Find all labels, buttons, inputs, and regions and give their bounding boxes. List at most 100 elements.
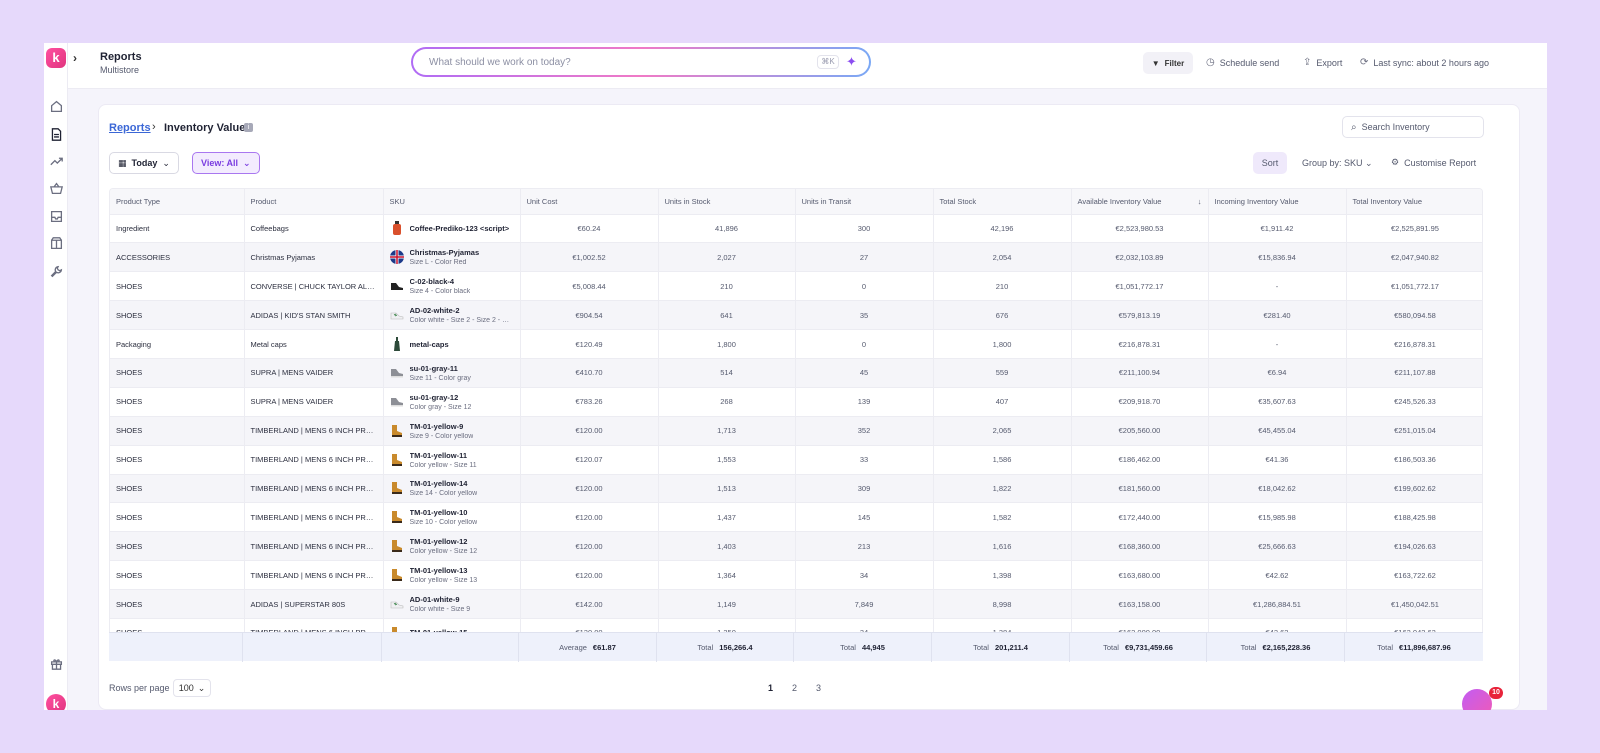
cell-available: €172,440.00: [1071, 502, 1209, 533]
cell-product: CONVERSE | CHUCK TAYLOR ALL STAR II HI: [244, 271, 384, 302]
info-icon[interactable]: i: [244, 123, 253, 132]
table-row[interactable]: SHOES SUPRA | MENS VAIDER su-01-gray-11 Siz…: [110, 358, 1482, 388]
sku-cell: TM-01-yellow-12 Color yellow - Size 12: [383, 531, 521, 562]
bottle-dark-image: [390, 337, 404, 351]
column-header[interactable]: Product: [244, 189, 384, 215]
customise-report-button[interactable]: ⚙ Customise Report: [1391, 157, 1476, 168]
cell-type: SHOES: [110, 445, 245, 475]
rows-per-page-select[interactable]: 100 ⌄: [173, 679, 211, 697]
user-avatar[interactable]: k: [46, 694, 66, 710]
cell-unit-cost: €783.26: [520, 387, 659, 417]
sort-desc-icon[interactable]: ↓: [1197, 196, 1202, 206]
cell-incoming: €35,607.63: [1208, 387, 1347, 417]
cell-type: SHOES: [110, 502, 245, 533]
filter-label: Filter: [1164, 58, 1185, 68]
search-inventory-input[interactable]: [1361, 122, 1472, 132]
clock-icon: ◷: [1206, 57, 1215, 68]
cell-total-value: €199,602.62: [1346, 474, 1482, 504]
group-by-selector[interactable]: Group by: SKU ⌄: [1302, 158, 1373, 169]
package-icon[interactable]: [49, 236, 63, 250]
ask-ai-input[interactable]: What should we work on today? ⌘K ✦: [411, 47, 871, 77]
basket-icon[interactable]: [49, 181, 63, 195]
sparkle-icon[interactable]: ✦: [846, 54, 857, 69]
table-row[interactable]: SHOES SUPRA | MENS VAIDER su-01-gray-12 Col…: [110, 387, 1482, 417]
table-row[interactable]: Packaging Metal caps metal-caps €120.49 1,80…: [110, 329, 1482, 359]
cell-in-transit: 27: [795, 242, 934, 273]
sku-variant: Size 11 - Color gray: [409, 374, 471, 382]
search-inventory-field[interactable]: ⌕: [1342, 116, 1484, 138]
sort-button[interactable]: Sort: [1253, 152, 1287, 174]
brand-logo[interactable]: k: [46, 48, 66, 68]
column-header[interactable]: Units in Transit: [795, 189, 934, 215]
column-header[interactable]: SKU: [383, 189, 521, 215]
cell-in-stock: 641: [658, 300, 796, 331]
sku-code: AD-01-white-9: [409, 595, 460, 605]
cell-in-transit: 0: [795, 271, 934, 302]
column-header[interactable]: Available Inventory Value ↓: [1071, 189, 1209, 215]
cell-incoming: €45,455.04: [1208, 416, 1347, 446]
cell-in-transit: 33: [795, 445, 934, 475]
view-selector-button[interactable]: View: All ⌄: [192, 152, 260, 174]
table-row[interactable]: SHOES ADIDAS | SUPERSTAR 80S AD-01-white-9…: [110, 589, 1482, 619]
sync-status[interactable]: ⟳ Last sync: about 2 hours ago: [1360, 57, 1489, 68]
sku-variant: Size 10 - Color yellow: [409, 519, 478, 527]
table-row[interactable]: SHOES ADIDAS | KID'S STAN SMITH AD-02-whit…: [110, 300, 1482, 331]
gift-icon[interactable]: [49, 656, 63, 670]
chat-launcher-button[interactable]: [1462, 689, 1492, 710]
cell-total-value: €163,722.62: [1346, 560, 1482, 591]
sku-variant: Color yellow - Size 13: [409, 577, 478, 585]
inbox-icon[interactable]: [49, 209, 63, 223]
sku-code: TM-01-yellow-11: [409, 450, 468, 460]
cell-total-stock: 210: [933, 271, 1072, 302]
cell-in-transit: 139: [795, 387, 934, 417]
column-header[interactable]: Incoming Inventory Value: [1208, 189, 1347, 215]
reports-icon[interactable]: [49, 127, 63, 141]
table-row[interactable]: Ingredient Coffeebags Coffee-Prediko-123 <…: [110, 214, 1482, 244]
home-icon[interactable]: [49, 99, 63, 113]
wrench-icon[interactable]: [49, 264, 63, 278]
cell-total-stock: 2,065: [933, 416, 1072, 446]
cell-product: TIMBERLAND | MENS 6 INCH PREMIUM BOOT: [244, 531, 384, 562]
table-row[interactable]: ACCESSORIES Christmas Pyjamas Christmas-Py…: [110, 242, 1482, 273]
trend-icon[interactable]: [49, 154, 63, 168]
page-1[interactable]: 1: [768, 683, 774, 693]
filter-button[interactable]: ▼ Filter: [1143, 52, 1193, 74]
cell-incoming: €25,666.63: [1208, 531, 1347, 562]
date-range-button[interactable]: ▦ Today ⌄: [109, 152, 179, 174]
cell-type: SHOES: [110, 271, 245, 302]
white-shoe-image: [390, 308, 404, 322]
cell-unit-cost: €120.00: [520, 474, 659, 504]
column-header[interactable]: Product Type: [110, 189, 245, 215]
app-title: Reports: [100, 51, 142, 63]
schedule-send-button[interactable]: ◷ Schedule send: [1206, 57, 1279, 68]
cell-in-stock: 41,896: [658, 214, 796, 244]
page-3[interactable]: 3: [816, 683, 822, 693]
column-header[interactable]: Total Stock: [933, 189, 1072, 215]
cell-product: TIMBERLAND | MENS 6 INCH PREMIUM BOOT: [244, 416, 384, 446]
page-2[interactable]: 2: [792, 683, 798, 693]
expand-sidebar-icon[interactable]: ›: [73, 51, 77, 65]
cell-product: ADIDAS | KID'S STAN SMITH: [244, 300, 384, 331]
breadcrumb-chevron-icon: ›: [152, 121, 156, 133]
cell-in-stock: 1,364: [658, 560, 796, 591]
export-button[interactable]: ⇪ Export: [1303, 57, 1342, 68]
column-header[interactable]: Units in Stock: [658, 189, 796, 215]
column-header[interactable]: Unit Cost: [520, 189, 659, 215]
breadcrumb-reports-link[interactable]: Reports: [109, 122, 151, 134]
cell-available: €1,051,772.17: [1071, 271, 1209, 302]
column-header[interactable]: Total Inventory Value: [1346, 189, 1482, 215]
cell-total-value: €1,051,772.17: [1346, 271, 1482, 302]
boot-image: [390, 424, 404, 438]
sku-code: C-02-black-4: [409, 277, 455, 287]
sku-variant: Size 4 - Color black: [409, 288, 471, 296]
total-available-value: Total €9,731,459.66: [1070, 633, 1207, 662]
chevron-down-icon: ⌄: [162, 157, 170, 168]
cell-total-value: €1,450,042.51: [1346, 589, 1482, 619]
